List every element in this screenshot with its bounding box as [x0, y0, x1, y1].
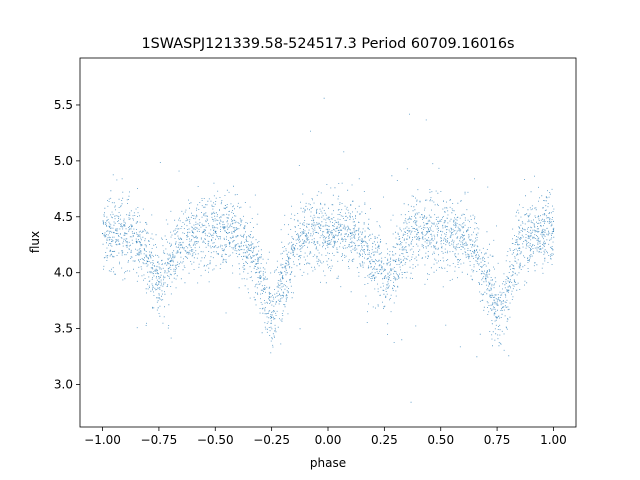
data-point: [271, 316, 273, 319]
x-axis-label: phase: [310, 456, 346, 470]
data-point: [248, 249, 250, 251]
data-point: [282, 277, 284, 279]
data-point: [180, 238, 183, 240]
data-point: [169, 260, 171, 263]
data-point: [552, 230, 555, 232]
data-point: [451, 231, 453, 234]
data-point: [417, 231, 419, 234]
x-tick-label: 0.50: [427, 433, 454, 447]
y-tick-label: 5.5: [54, 98, 73, 112]
x-tick-label: 0.75: [484, 433, 511, 447]
data-point: [372, 260, 374, 263]
data-point: [214, 230, 216, 232]
data-point: [203, 230, 205, 232]
x-tick-label: 0.25: [371, 433, 398, 447]
y-tick-label: 4.0: [54, 266, 73, 280]
data-point: [507, 277, 509, 279]
data-point: [496, 316, 498, 319]
data-point: [485, 277, 487, 279]
x-tick-label: −0.50: [197, 433, 234, 447]
y-tick-label: 5.0: [54, 154, 73, 168]
y-tick-label: 3.5: [54, 322, 73, 336]
data-point: [383, 277, 385, 279]
data-point: [462, 235, 464, 237]
data-point: [192, 231, 194, 234]
y-axis-ticks: 3.0 3.5 4.0 4.5 5.0 5.5: [54, 98, 80, 392]
data-point: [530, 235, 532, 237]
data-point: [406, 238, 408, 240]
x-tick-label: 0.00: [315, 433, 342, 447]
data-point: [101, 232, 104, 235]
x-tick-label: 1.00: [540, 433, 567, 447]
data-point: [158, 281, 160, 283]
data-point: [147, 260, 149, 263]
y-tick-label: 4.5: [54, 210, 73, 224]
data-point: [440, 230, 442, 232]
y-tick-label: 3.0: [54, 378, 73, 392]
data-point: [304, 235, 307, 237]
data-point: [541, 231, 543, 234]
data-point: [349, 232, 352, 235]
data-point: [316, 231, 318, 234]
data-point: [361, 240, 363, 242]
data-point: [259, 277, 261, 279]
data-point: [135, 240, 137, 242]
y-axis-label: flux: [28, 231, 42, 253]
data-point: [519, 247, 521, 249]
x-tick-label: −1.00: [84, 433, 121, 447]
data-point: [225, 231, 228, 234]
data-point: [395, 260, 397, 263]
data-point: [124, 232, 126, 235]
x-tick-label: −0.75: [141, 433, 178, 447]
data-points: [101, 97, 555, 403]
x-tick-label: −0.25: [253, 433, 290, 447]
data-point: [237, 235, 239, 237]
x-axis-ticks: −1.00 −0.75 −0.50 −0.25 0.00 0.25 0.50 0.75 1.00: [84, 427, 567, 447]
data-point: [428, 230, 431, 232]
chart-title: 1SWASPJ121339.58-524517.3 Period 60709.1…: [142, 36, 515, 52]
data-point: [113, 231, 115, 234]
data-point: [338, 231, 340, 234]
data-point: [473, 249, 476, 251]
data-point: [293, 247, 295, 249]
data-point: [327, 230, 329, 232]
